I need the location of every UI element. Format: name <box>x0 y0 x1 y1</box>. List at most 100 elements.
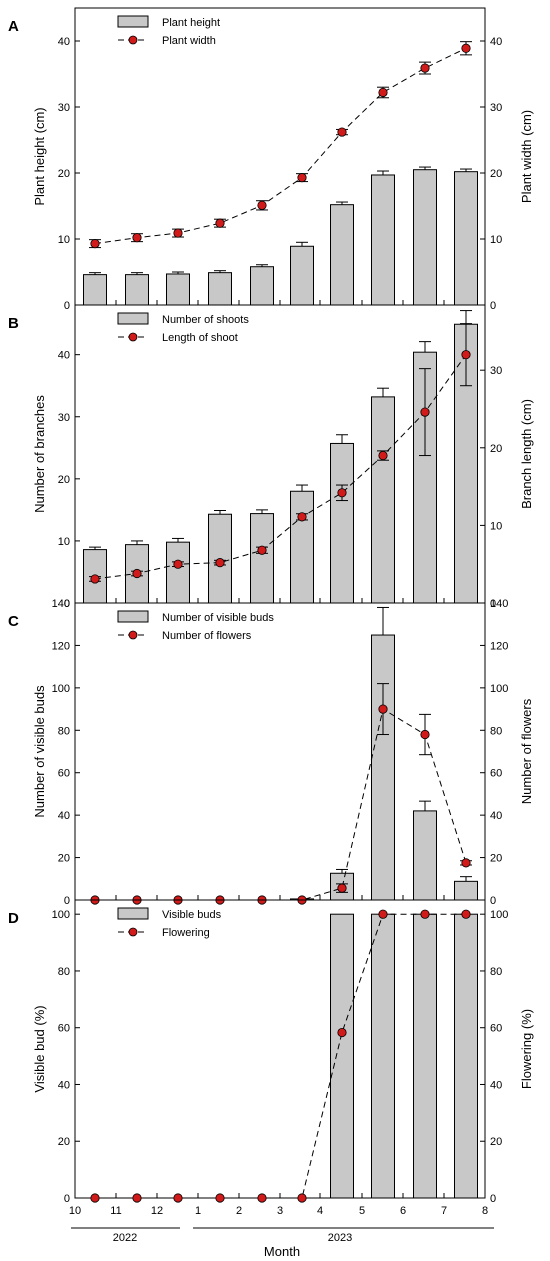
y-axis-label: Plant height (cm) <box>32 107 47 205</box>
y2-tick-label: 80 <box>490 725 502 737</box>
x-tick-label: 6 <box>400 1205 406 1217</box>
y-axis-label: Number of branches <box>32 395 47 513</box>
series-line <box>94 354 467 580</box>
x-tick-label: 1 <box>195 1205 201 1217</box>
y2-tick-label: 40 <box>490 36 502 48</box>
panel-a: A 0 10 20 30 40 0 10 20 30 40 Plant height (cm) Plan… <box>8 7 534 312</box>
bar <box>125 274 149 306</box>
bar <box>454 913 478 1199</box>
data-point <box>173 1193 183 1203</box>
bar <box>290 245 314 306</box>
legend-line-label: Plant width <box>162 35 216 47</box>
x-tick-label: 3 <box>277 1205 283 1217</box>
data-point <box>297 1193 307 1203</box>
data-point <box>461 909 471 919</box>
y2-axis-label: Flowering (%) <box>519 1009 534 1089</box>
y-tick-label: 10 <box>58 536 70 548</box>
data-point <box>461 43 471 53</box>
y2-tick-label: 0 <box>490 895 496 907</box>
panel-c: C020406080100120140020406080100120140Num… <box>8 598 534 907</box>
y-tick-label: 40 <box>58 36 70 48</box>
legend-line-label: Length of shoot <box>162 332 238 344</box>
series-line <box>95 913 466 1199</box>
data-point <box>215 1193 225 1203</box>
legend-marker <box>128 927 138 937</box>
y2-tick-label: 60 <box>490 768 502 780</box>
legend-marker <box>128 332 138 342</box>
y2-tick-label: 20 <box>490 443 502 455</box>
bar <box>290 490 314 604</box>
y-tick-label: 30 <box>58 412 70 424</box>
bar <box>454 171 478 306</box>
data-point <box>90 1193 100 1203</box>
x-tick-label: 11 <box>110 1205 121 1217</box>
y-tick-label: 120 <box>52 640 70 652</box>
panel-b: B 0 10 20 30 40 0 10 20 30 Number of branches Branc… <box>8 304 534 610</box>
bar <box>330 442 354 604</box>
legend-bar-swatch <box>117 610 149 623</box>
bar <box>371 174 395 306</box>
bar <box>330 913 354 1199</box>
y2-tick-label: 30 <box>490 365 502 377</box>
y-tick-label: 80 <box>58 966 70 978</box>
bar <box>166 541 190 604</box>
y2-tick-label: 20 <box>490 853 502 865</box>
y-tick-label: 20 <box>58 168 70 180</box>
data-point <box>132 1193 142 1203</box>
legend-marker <box>128 630 138 640</box>
data-point <box>378 704 388 714</box>
bar <box>371 634 395 901</box>
x-tick-label: 10 <box>69 1205 81 1217</box>
data-point <box>461 858 471 868</box>
panel-letter: D <box>8 910 19 927</box>
panel-letter: C <box>8 613 19 630</box>
y-tick-label: 40 <box>58 1079 70 1091</box>
data-point <box>215 218 225 228</box>
data-point <box>90 574 100 584</box>
x-tick-label: 4 <box>317 1205 323 1217</box>
y-tick-label: 30 <box>58 102 70 114</box>
y2-tick-label: 0 <box>490 598 496 610</box>
legend-bar-swatch <box>117 312 149 325</box>
x-tick-label: 7 <box>441 1205 447 1217</box>
legend-bar-swatch <box>117 15 149 28</box>
y-axis-label: Visible bud (%) <box>32 1005 47 1092</box>
bar <box>208 272 232 306</box>
x-tick-label: 12 <box>151 1205 163 1217</box>
x-axis-label: Month <box>264 1244 300 1259</box>
x-tick-label: 5 <box>359 1205 365 1217</box>
data-point <box>420 729 430 740</box>
legend-line-label: Number of flowers <box>162 630 252 642</box>
data-point <box>420 63 430 73</box>
legend-bar-label: Number of shoots <box>162 314 249 326</box>
y2-tick-label: 40 <box>490 1079 502 1091</box>
year-label-2023: 2023 <box>328 1232 352 1244</box>
y2-tick-label: 60 <box>490 1023 502 1035</box>
year-label-2022: 2022 <box>113 1232 137 1244</box>
data-point <box>337 883 347 893</box>
y2-tick-label: 40 <box>490 810 502 822</box>
x-tick-label: 2 <box>236 1205 242 1217</box>
y-tick-label: 0 <box>64 598 70 610</box>
data-point <box>420 407 430 417</box>
data-point <box>297 512 307 522</box>
y-tick-label: 0 <box>64 1193 70 1205</box>
y2-tick-label: 140 <box>490 598 508 610</box>
data-point <box>132 233 142 243</box>
y-tick-label: 0 <box>64 300 70 312</box>
y-tick-label: 0 <box>64 895 70 907</box>
y-tick-label: 60 <box>58 1023 70 1035</box>
panel-letter: B <box>8 315 19 332</box>
y2-tick-label: 10 <box>490 234 502 246</box>
bar <box>83 274 107 306</box>
panel-letter: A <box>8 18 19 35</box>
series-line <box>94 47 467 245</box>
y2-axis-label: Plant width (cm) <box>519 110 534 203</box>
data-point <box>132 568 142 579</box>
legend-marker <box>128 35 138 45</box>
data-point <box>337 488 347 498</box>
y-tick-label: 40 <box>58 350 70 362</box>
y-tick-label: 60 <box>58 768 70 780</box>
data-point <box>461 350 471 360</box>
